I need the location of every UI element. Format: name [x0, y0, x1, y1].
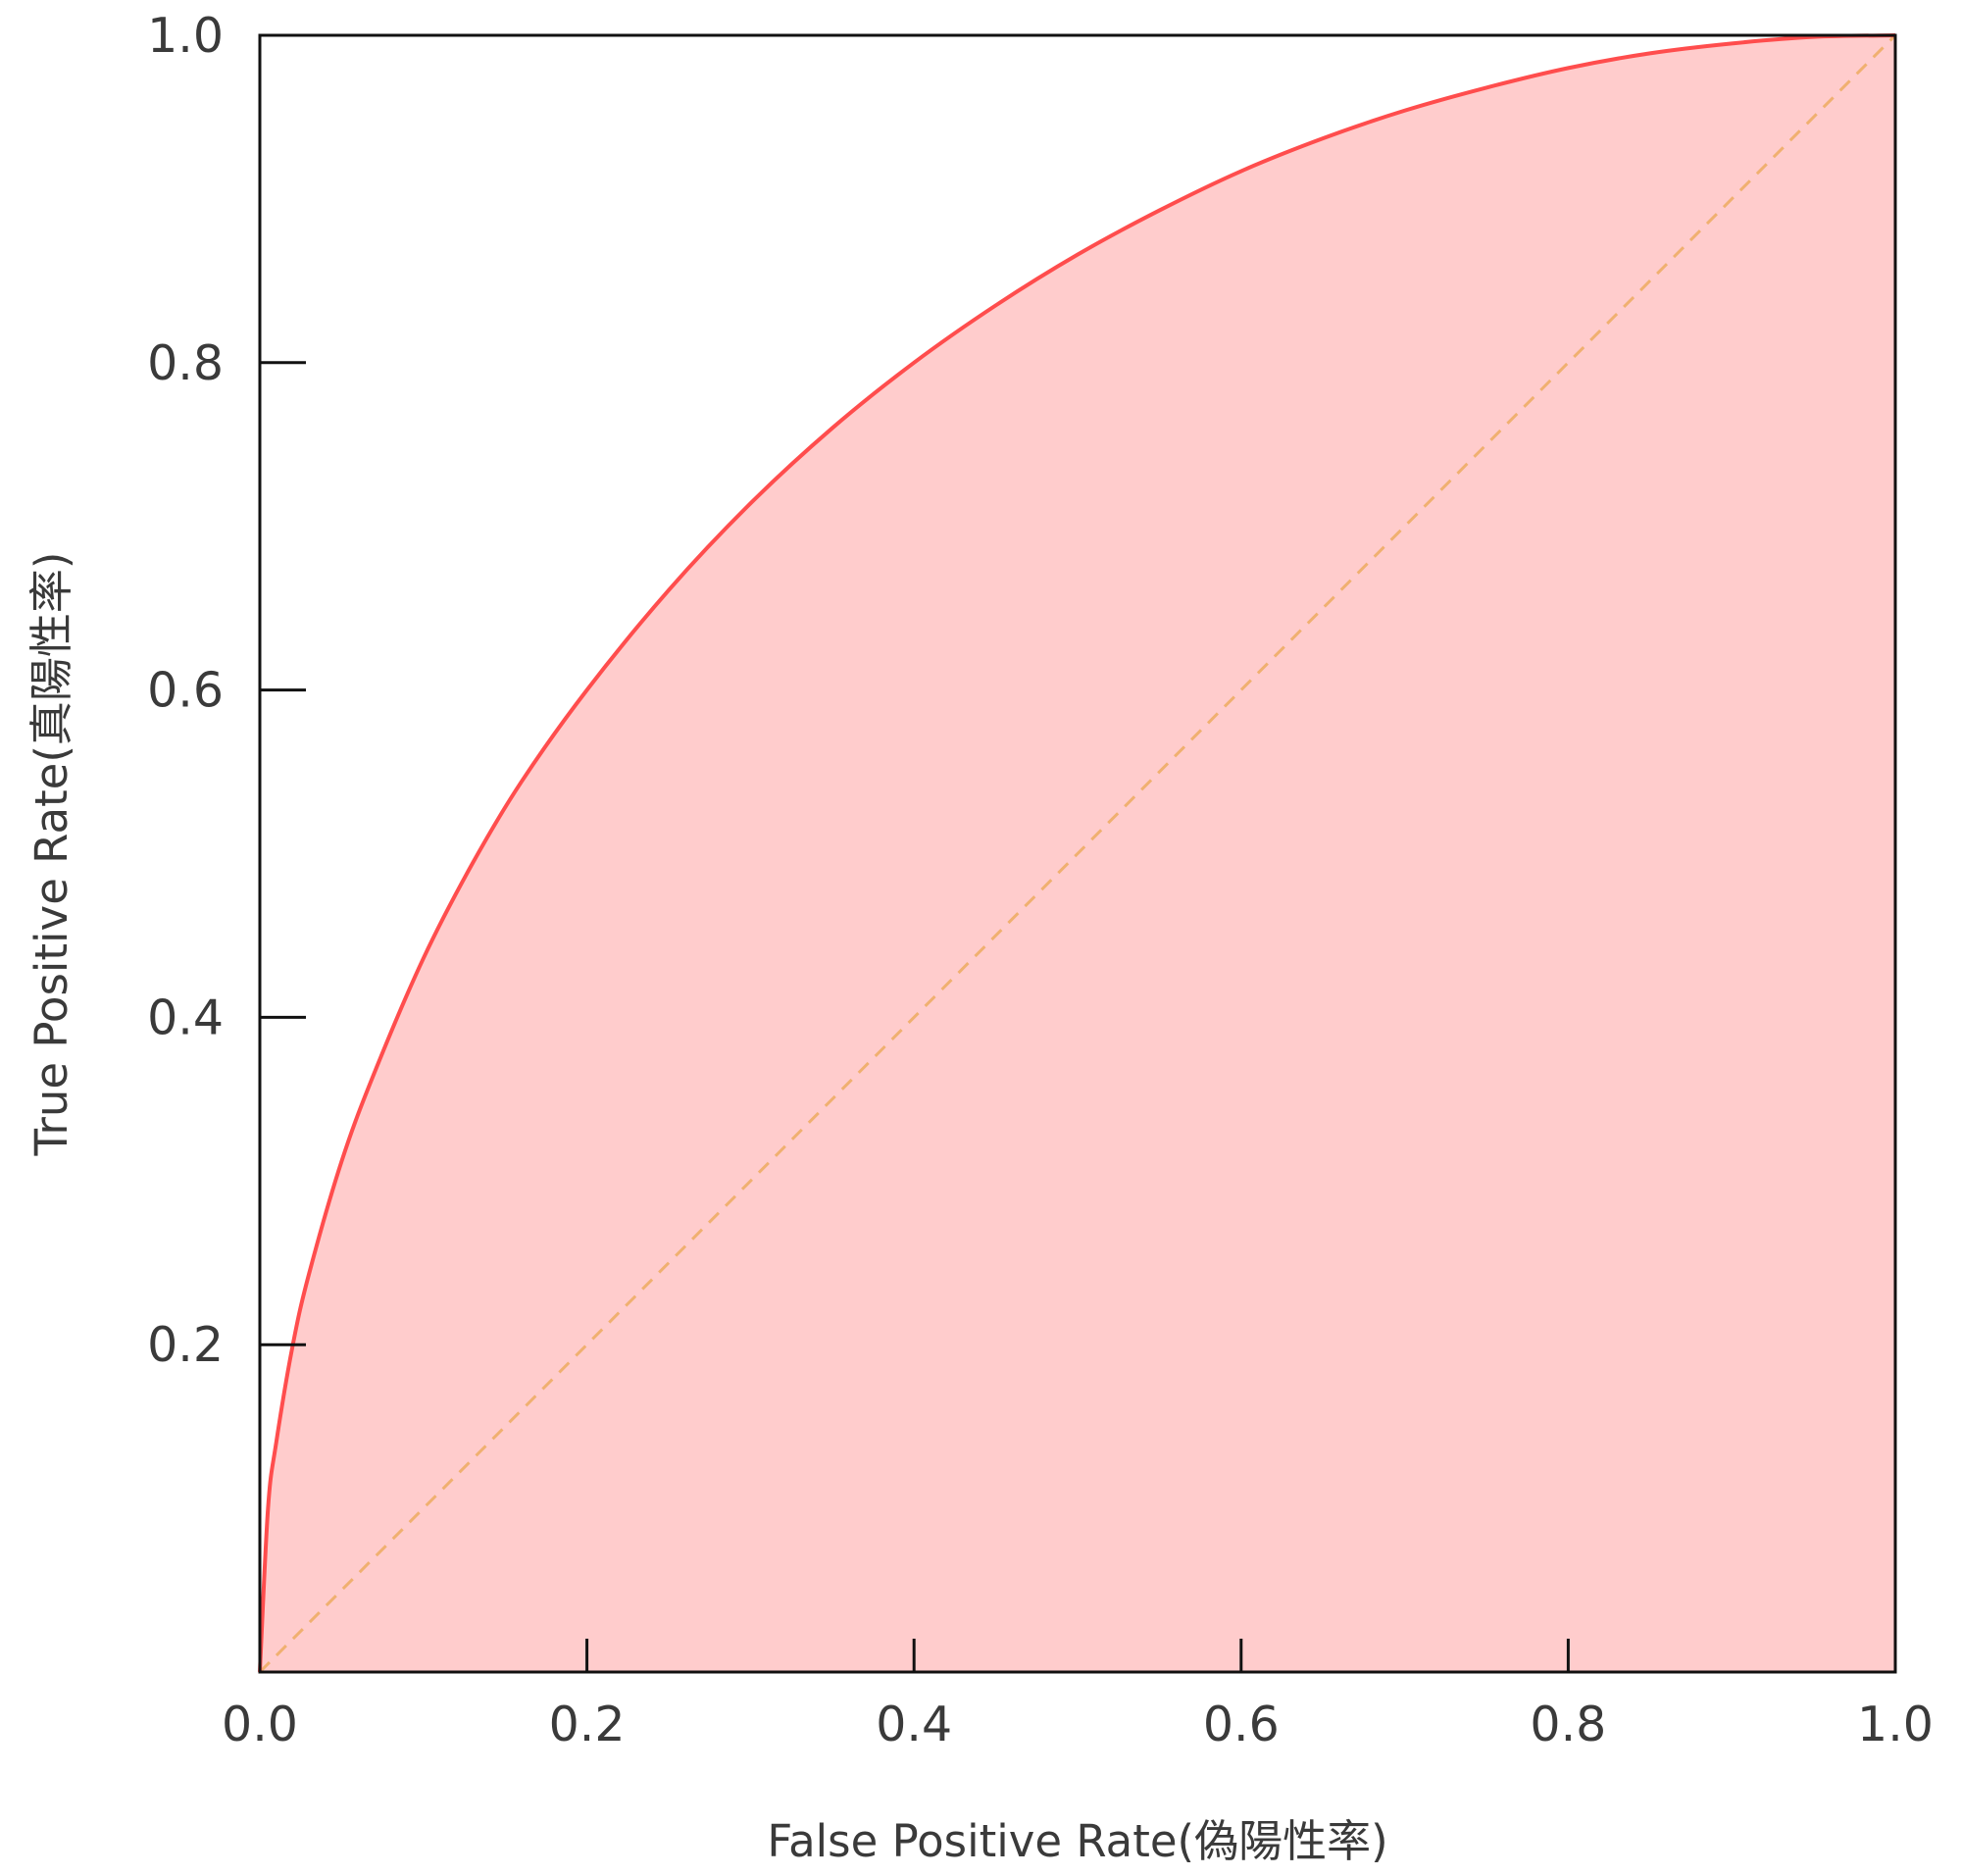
y-axis-title: True Positive Rate(真陽性率) — [25, 552, 77, 1157]
y-tick-label: 0.2 — [147, 1317, 224, 1373]
chance-diagonal-line — [258, 33, 1897, 1674]
x-tick-label: 0.8 — [1530, 1697, 1606, 1752]
x-tick-label: 0.2 — [549, 1697, 626, 1752]
y-tick-label: 0.6 — [147, 663, 224, 719]
x-tick-label: 0.4 — [876, 1697, 952, 1752]
plot-frame — [258, 33, 1897, 1674]
y-tick-label: 0.4 — [147, 989, 224, 1045]
roc-curve-line — [258, 33, 1896, 1673]
x-axis-title: False Positive Rate(偽陽性率) — [767, 1815, 1387, 1867]
x-tick-label: 0.0 — [222, 1697, 298, 1752]
plot-layer — [258, 33, 1897, 1674]
x-tick-label: 1.0 — [1857, 1697, 1934, 1752]
y-tick-label: 0.8 — [147, 335, 224, 391]
tick-layer: 0.0 0.2 0.4 0.6 0.8 1.0 0.2 0.4 0.6 0.8 1.0 — [147, 8, 1934, 1752]
y-tick-label: 1.0 — [147, 8, 224, 64]
x-tick-label: 0.6 — [1203, 1697, 1280, 1752]
